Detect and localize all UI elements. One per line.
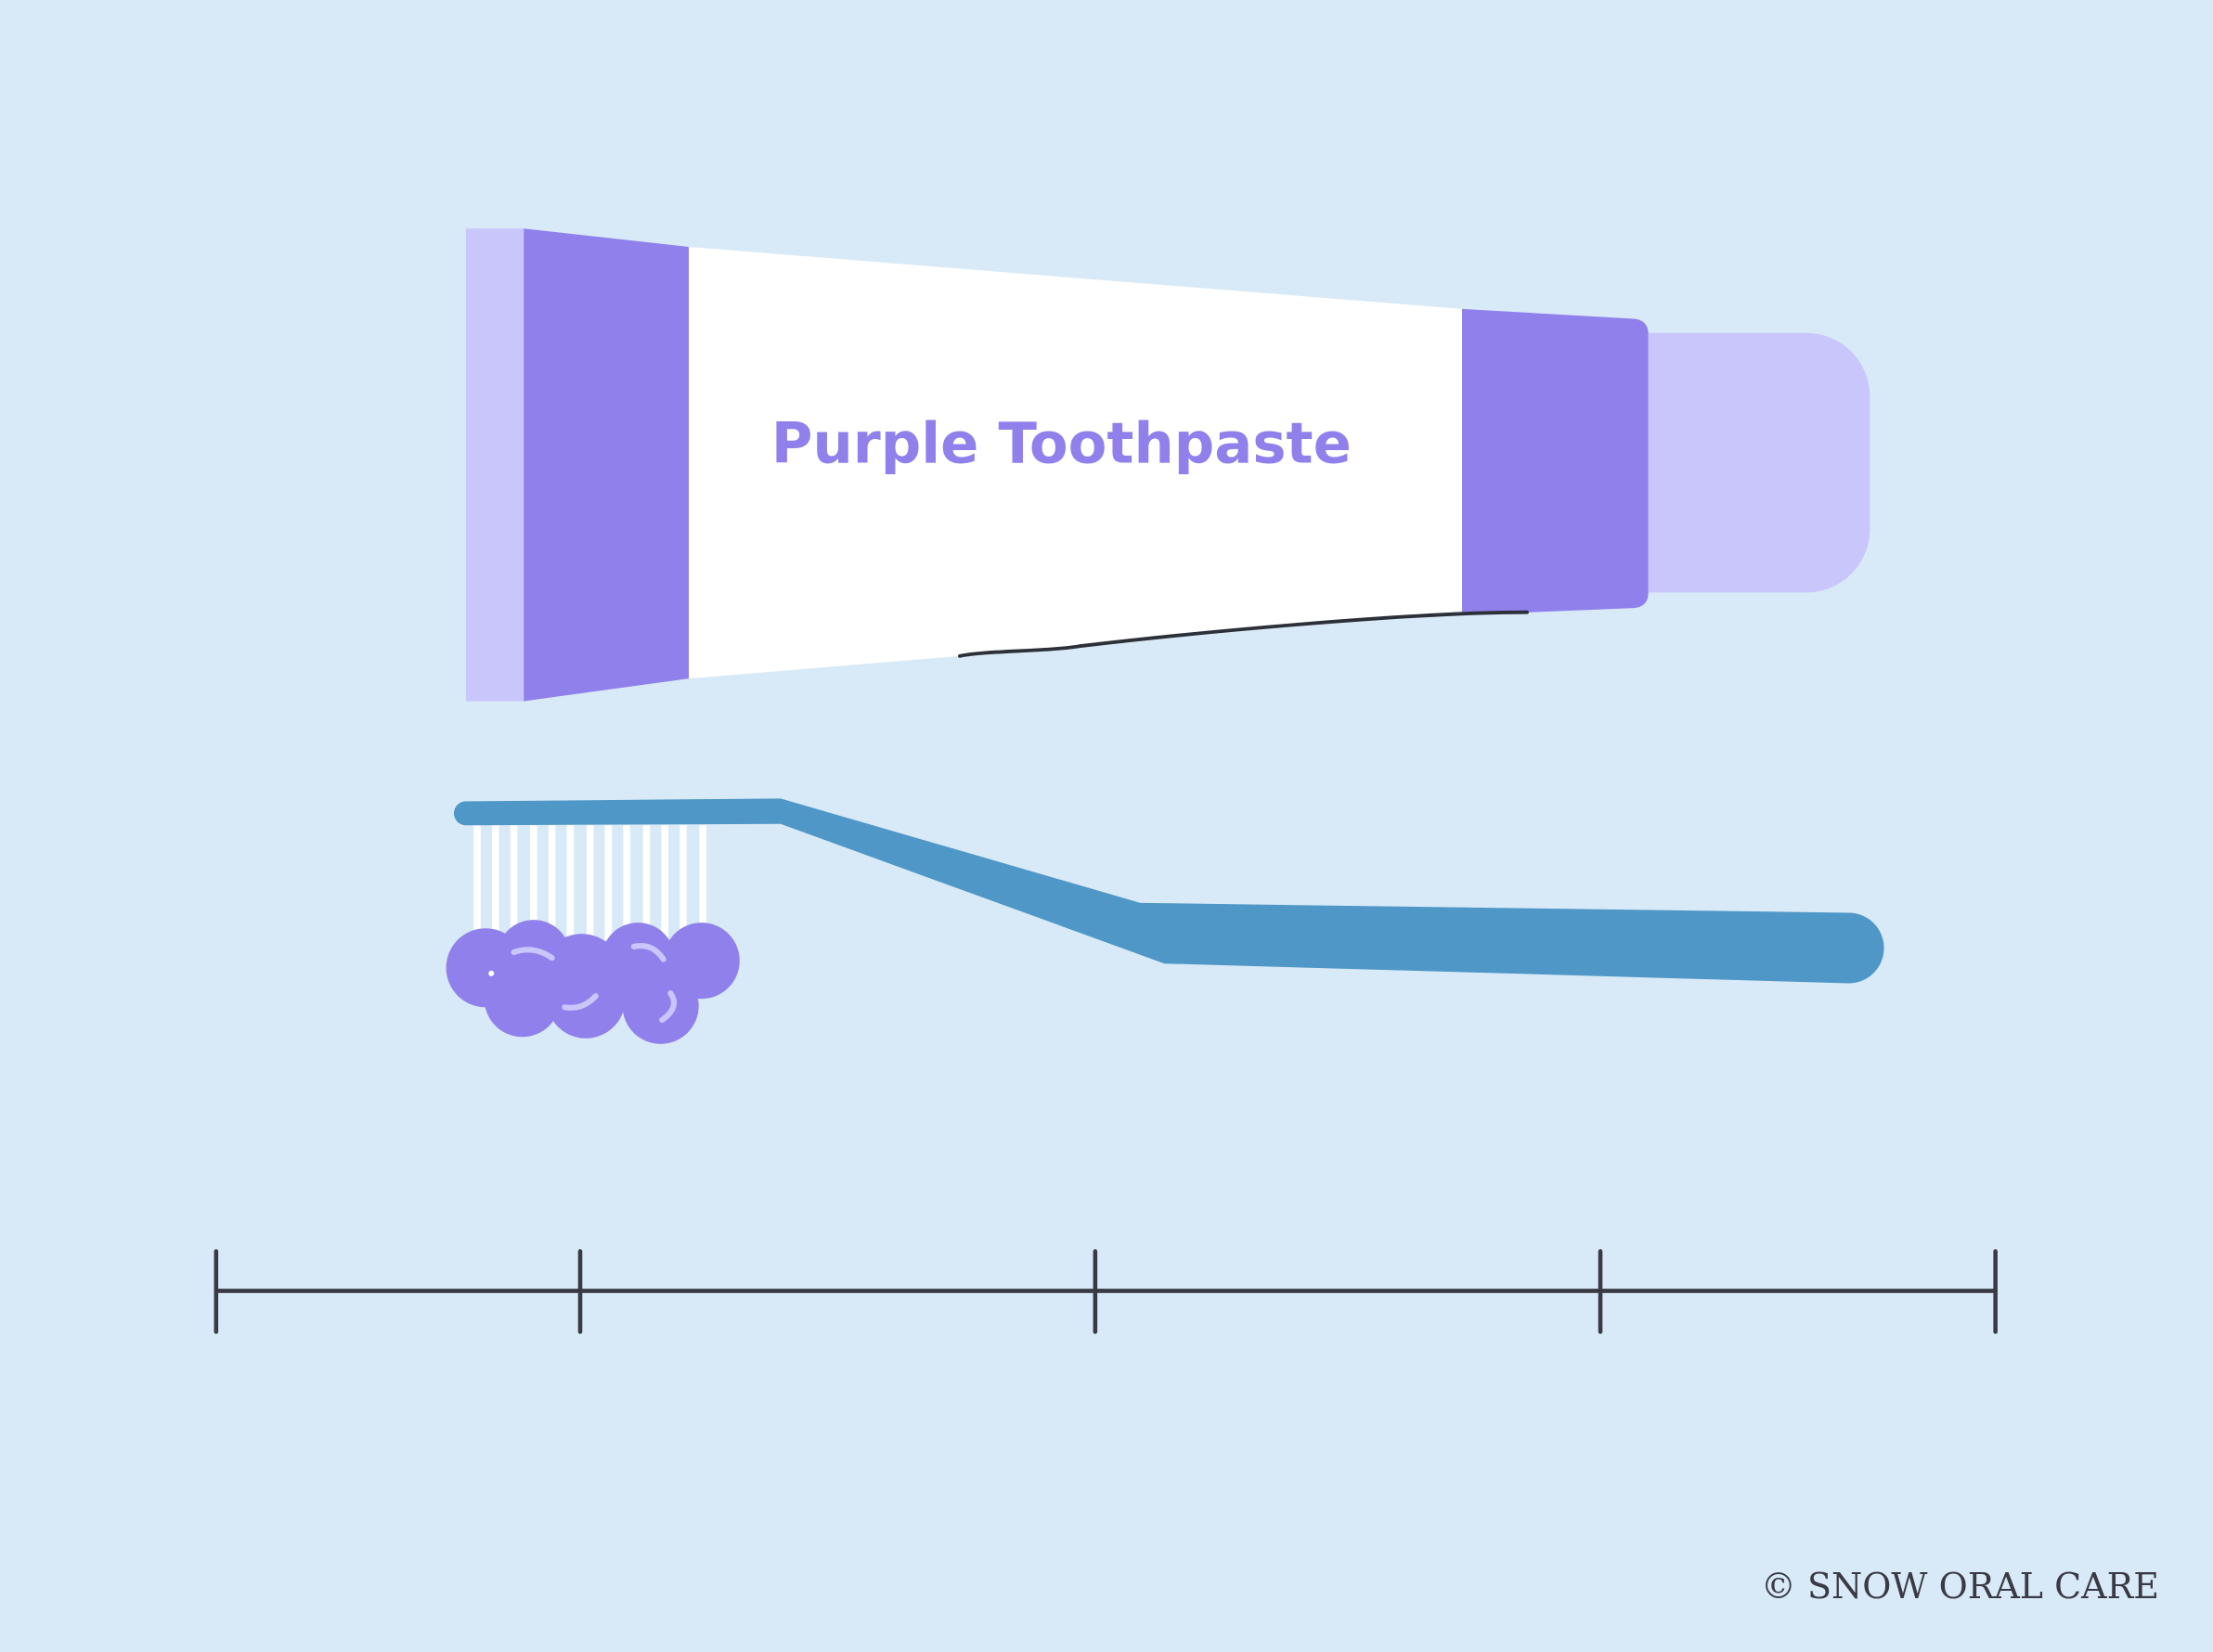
foam-sparkle (488, 970, 495, 976)
toothbrush (446, 798, 1884, 1044)
toothpaste-tube: Purple Toothpaste (465, 228, 1870, 702)
foam-highlights (511, 943, 678, 1024)
tube-left-band (524, 228, 690, 702)
length-scale (214, 1249, 1998, 1335)
toothpaste-foam (446, 920, 740, 1044)
tube-cap (1648, 332, 1870, 593)
toothbrush-handle (453, 798, 1884, 984)
copyright-notice: © SNOW ORAL CARE (1761, 1566, 2159, 1607)
tube-shadow-line (958, 610, 1529, 658)
tube-body (689, 247, 1463, 679)
tube-crimp-end (465, 228, 524, 702)
tube-right-band (1462, 308, 1649, 615)
tube-label: Purple Toothpaste (771, 412, 1352, 477)
